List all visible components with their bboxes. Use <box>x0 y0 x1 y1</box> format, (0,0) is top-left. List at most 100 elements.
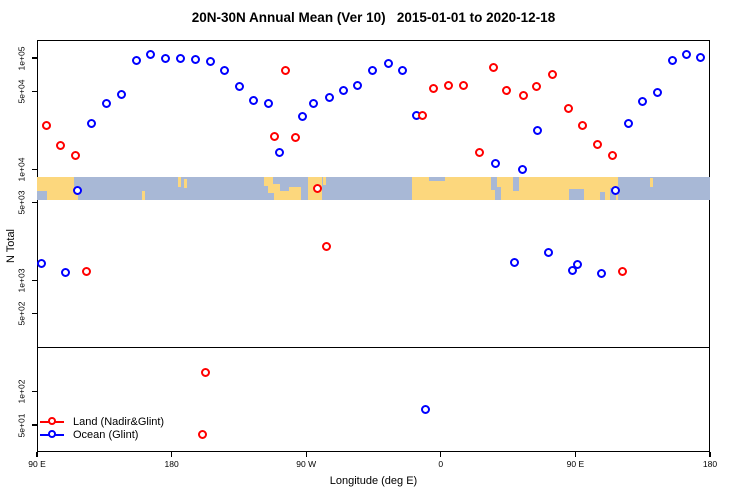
data-point-land <box>269 132 279 142</box>
y-tick-label: 5e+01 <box>16 413 27 437</box>
data-point-ocean <box>533 125 543 135</box>
data-point-land <box>198 429 208 439</box>
data-point-land <box>322 241 332 251</box>
data-point-ocean <box>682 50 692 60</box>
data-point-ocean <box>101 98 111 108</box>
map-strip-water-notch <box>600 191 605 200</box>
data-point-land <box>459 80 469 90</box>
y-tick <box>32 57 37 59</box>
y-axis-label: N Total <box>5 228 17 264</box>
y-tick-label: 5e+02 <box>16 301 27 326</box>
x-tick-label: 180 <box>164 459 179 469</box>
data-point-ocean <box>384 58 394 68</box>
data-point-ocean <box>36 259 46 269</box>
data-point-ocean <box>60 268 70 278</box>
data-point-ocean <box>638 97 648 107</box>
data-point-ocean <box>297 111 307 121</box>
data-point-ocean <box>597 268 607 278</box>
x-tick <box>709 452 711 457</box>
x-tick <box>305 452 307 457</box>
data-point-land <box>607 151 617 161</box>
map-strip-water-notch <box>37 190 47 200</box>
y-tick <box>32 424 37 426</box>
data-point-land <box>548 70 558 80</box>
data-point-ocean <box>234 82 244 92</box>
data-point-land <box>531 82 541 92</box>
map-strip-land <box>142 190 146 200</box>
map-strip-land <box>263 177 273 186</box>
map-strip-land <box>268 183 281 193</box>
y-tick <box>32 168 37 170</box>
data-point-ocean <box>353 80 363 90</box>
data-point-land <box>488 63 498 73</box>
data-point-ocean <box>421 405 431 415</box>
x-tick <box>574 452 576 457</box>
legend-symbol-land <box>40 417 64 427</box>
map-strip-land <box>289 187 302 200</box>
data-point-ocean <box>324 92 334 102</box>
map-strip-land <box>323 177 326 186</box>
y-tick-label: 5e+03 <box>16 190 27 215</box>
data-point-ocean <box>398 66 408 76</box>
data-point-ocean <box>653 87 662 97</box>
data-point-ocean <box>249 96 259 106</box>
map-strip-water-notch <box>495 187 502 200</box>
data-point-land <box>55 140 65 150</box>
y-tick <box>32 90 37 93</box>
data-point-ocean <box>543 248 553 258</box>
data-point-land <box>618 267 628 277</box>
data-point-ocean <box>116 90 126 100</box>
x-axis-label: Longitude (deg E) <box>329 475 418 487</box>
data-point-ocean <box>190 54 200 64</box>
data-point-land <box>280 65 290 75</box>
y-tick <box>32 202 37 204</box>
x-tick-label: 0 <box>438 459 444 469</box>
map-strip-land <box>650 178 654 188</box>
y-tick <box>32 279 37 281</box>
map-strip-land <box>184 179 187 189</box>
data-point-land <box>444 80 454 90</box>
data-point-ocean <box>309 99 319 109</box>
legend-item-ocean: Ocean (Glint) <box>40 428 164 441</box>
data-point-ocean <box>175 53 185 63</box>
map-strip-water-notch <box>513 177 520 191</box>
legend-item-land: Land (Nadir&Glint) <box>40 415 164 428</box>
data-point-ocean <box>264 98 274 108</box>
data-point-land <box>518 91 528 101</box>
panel-divider-line <box>37 346 710 349</box>
x-tick-label: 90 E <box>566 459 585 469</box>
data-point-land <box>577 120 587 130</box>
plot-area <box>37 40 710 452</box>
data-point-ocean <box>87 119 97 129</box>
data-point-land <box>428 83 438 93</box>
chart-title: 20N-30N Annual Mean (Ver 10) 2015-01-01 … <box>191 10 556 25</box>
data-point-land <box>201 368 211 378</box>
data-point-ocean <box>610 186 620 196</box>
x-tick-label: 90 W <box>296 459 317 469</box>
y-tick-label: 5e+04 <box>16 79 27 104</box>
legend-circle-icon-ocean <box>48 430 56 439</box>
y-tick <box>32 391 37 393</box>
x-tick-label: 180 <box>702 459 718 469</box>
data-point-land <box>81 267 91 277</box>
legend-circle-icon-land <box>48 417 56 426</box>
map-strip-land <box>178 177 182 188</box>
data-point-ocean <box>696 53 706 63</box>
data-point-land <box>475 147 485 157</box>
data-point-land <box>417 110 427 120</box>
data-point-land <box>592 140 602 150</box>
data-point-land <box>290 133 300 143</box>
data-point-ocean <box>72 186 82 196</box>
data-point-land <box>564 103 574 113</box>
legend-label-land: Land (Nadir&Glint) <box>73 415 165 428</box>
data-point-ocean <box>624 119 634 129</box>
map-strip-water-notch <box>569 188 585 200</box>
data-point-ocean <box>220 66 230 76</box>
data-point-ocean <box>568 266 578 276</box>
data-point-ocean <box>368 66 378 76</box>
x-tick <box>36 452 38 457</box>
data-point-land <box>70 151 80 161</box>
x-tick-label: 90 E <box>28 459 46 469</box>
